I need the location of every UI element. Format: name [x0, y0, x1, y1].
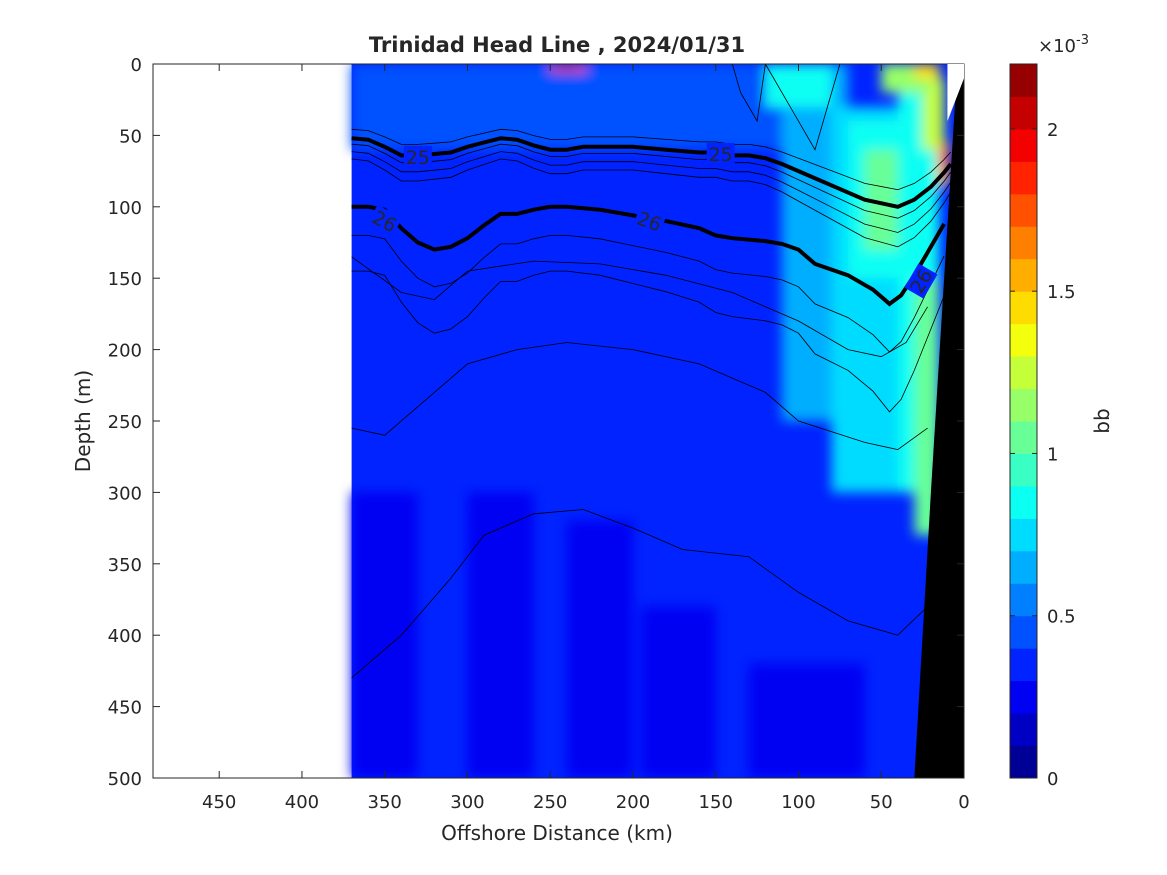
- y-tick-label: 200: [108, 341, 142, 362]
- x-axis-label: Offshore Distance (km): [441, 821, 673, 845]
- colorbar-swatch: [1010, 485, 1037, 519]
- contour-label-bg: [367, 204, 403, 238]
- colorbar-tick-label: 2: [1047, 120, 1058, 141]
- field-patch: [914, 64, 940, 79]
- field-patch: [351, 64, 782, 150]
- colorbar-tick-label: 1: [1047, 444, 1058, 465]
- field-patch: [566, 520, 633, 778]
- y-tick-label: 350: [108, 555, 142, 576]
- y-tick-label: 0: [131, 55, 142, 76]
- field-patch: [765, 64, 832, 107]
- x-tick-label: 200: [616, 792, 650, 813]
- isopycnal-thin: [351, 128, 952, 191]
- field-patch: [922, 78, 945, 150]
- contour-label-bg: [403, 145, 432, 168]
- y-tick-label: 250: [108, 412, 142, 433]
- isopycnal-thin: [765, 64, 841, 151]
- x-tick-label: 450: [202, 792, 236, 813]
- x-tick-label: 250: [533, 792, 567, 813]
- isopycnal-thin: [351, 151, 952, 233]
- isopycnal-thin: [731, 64, 766, 123]
- colorbar-swatch: [1010, 226, 1037, 260]
- colorbar-exponent: ×10-3: [1038, 33, 1089, 57]
- y-axis-label: Depth (m): [71, 370, 95, 472]
- isopycnal-thin: [351, 235, 945, 353]
- y-tick-label: 400: [108, 626, 142, 647]
- colorbar-swatch: [1010, 193, 1037, 227]
- colorbar-swatch: [1010, 648, 1037, 682]
- contour-label: 25: [709, 144, 733, 166]
- colorbar-swatch: [1010, 453, 1037, 487]
- y-tick-label: 150: [108, 269, 142, 290]
- surface-gap: [944, 64, 964, 122]
- colorbar-swatch: [1010, 550, 1037, 584]
- y-tick-label: 100: [108, 198, 142, 219]
- contour-label-bg: [904, 263, 938, 299]
- bb-field: [351, 64, 964, 778]
- isopycnal-thin: [351, 509, 928, 679]
- contour-label-bg: [632, 205, 667, 237]
- seafloor-mask: [914, 64, 964, 778]
- colorbar-tick-label: 1.5: [1047, 282, 1076, 303]
- x-tick-label: 50: [870, 792, 893, 813]
- colorbar-swatch: [1010, 291, 1037, 325]
- isopycnal-26: [351, 204, 946, 307]
- field-patch: [467, 492, 534, 778]
- field-patch: [351, 492, 418, 778]
- colorbar-swatch: [1010, 680, 1037, 714]
- x-axis: 450 400 350 300 250 200 150 100 50 0: [202, 64, 970, 813]
- colorbar-swatch: [1010, 388, 1037, 422]
- x-tick-label: 100: [781, 792, 815, 813]
- colorbar: 0 0.5 1 1.5 2: [1009, 63, 1076, 790]
- colorbar-swatch: [1010, 258, 1037, 292]
- x-tick-label: 400: [285, 792, 319, 813]
- colorbar-swatch: [1010, 421, 1037, 454]
- colorbar-swatch: [1010, 713, 1037, 747]
- colorbar-swatch: [1010, 128, 1037, 162]
- colorbar-tick-label: 0: [1047, 769, 1058, 790]
- isopycnal-thin: [351, 256, 928, 358]
- colorbar-swatch: [1010, 583, 1037, 617]
- colorbar-swatch: [1010, 518, 1037, 552]
- colorbar-swatch: [1010, 64, 1037, 97]
- isopycnal-25: [351, 136, 953, 209]
- contour-label: 25: [406, 147, 430, 169]
- x-tick-label: 0: [958, 792, 969, 813]
- field-patch: [748, 663, 865, 778]
- field-patch: [556, 64, 577, 69]
- x-tick-label: 300: [450, 792, 484, 813]
- field-patch: [641, 606, 716, 778]
- y-tick-label: 450: [108, 698, 142, 719]
- colorbar-swatch: [1010, 161, 1037, 195]
- isopycnal-thin: [351, 270, 945, 413]
- isopycnal-thin: [351, 158, 952, 248]
- colorbar-swatch: [1010, 745, 1037, 779]
- field-patches: [351, 64, 950, 778]
- x-tick-label: 350: [368, 792, 402, 813]
- y-tick-label: 500: [108, 769, 142, 790]
- colorbar-tick-label: 0.5: [1047, 607, 1076, 628]
- isopycnal-thin: [351, 143, 952, 219]
- colorbar-label: bb: [1090, 408, 1114, 433]
- isopycnal-thin: [351, 342, 928, 451]
- colorbar-swatch: [1010, 615, 1037, 649]
- colorbar-frame: [1009, 63, 1038, 779]
- chart-title: Trinidad Head Line , 2024/01/31: [369, 33, 745, 57]
- colorbar-swatch: [1010, 96, 1037, 130]
- field-patch: [942, 149, 950, 172]
- contour-label-bg: [706, 142, 735, 165]
- colorbar-swatch: [1010, 323, 1037, 357]
- colorbar-swatch: [1010, 356, 1037, 390]
- y-axis: 0 50 100 150 200 250 300 350 400 450 500: [108, 55, 964, 790]
- x-tick-label: 150: [699, 792, 733, 813]
- y-tick-label: 300: [108, 483, 142, 504]
- y-tick-label: 50: [119, 126, 142, 147]
